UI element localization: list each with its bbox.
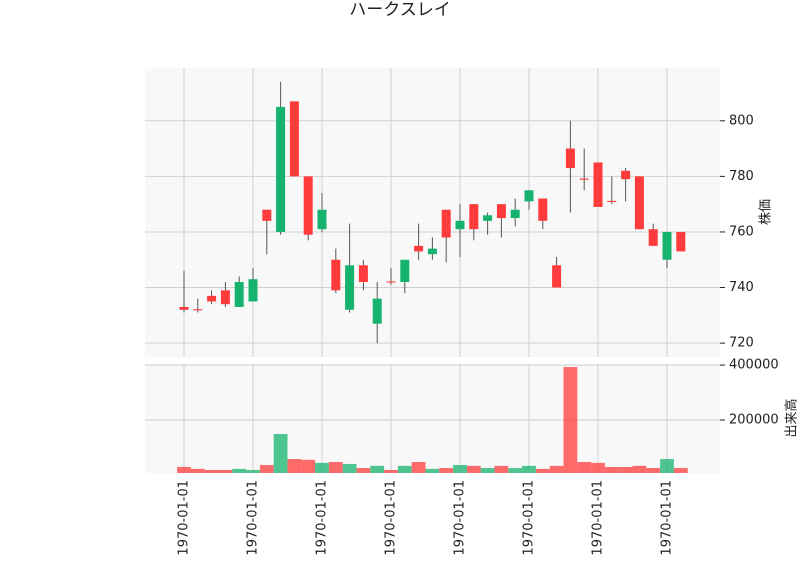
x-tick-label: 1970-01-01 [660, 480, 675, 556]
volume-bar [494, 465, 509, 473]
candle-body [607, 200, 617, 202]
volume-bar [397, 465, 412, 473]
candle-body [400, 259, 410, 282]
volume-bar [370, 465, 385, 473]
volume-bar [660, 458, 674, 473]
x-tick-label: 1970-01-01 [453, 480, 468, 556]
volume-bar [480, 468, 495, 473]
candle-body [262, 209, 272, 221]
x-tick-label: 1970-01-01 [177, 480, 192, 556]
y-axis-label: 株価 [759, 199, 774, 225]
candle-body [634, 176, 644, 230]
volume-bar [673, 468, 688, 473]
volume-bar [177, 466, 191, 473]
candle-body [289, 101, 299, 177]
y-tick-label: 760 [729, 224, 754, 239]
candle-body [193, 309, 203, 311]
volume-bar [411, 462, 426, 473]
volume-axis-label: 出来高 [784, 398, 800, 437]
candle-body [565, 148, 575, 169]
candle-body [276, 106, 286, 232]
candle-body [358, 265, 368, 282]
chart-title: ハークスレイ [349, 0, 451, 20]
candle-body [648, 229, 658, 246]
volume-bar [287, 458, 302, 473]
volume-bar [591, 462, 605, 473]
volume-bar [508, 468, 523, 473]
volume-tick-label: 400000 [729, 358, 779, 373]
volume-bar [232, 468, 247, 473]
volume-panel [145, 364, 720, 473]
candle-body [496, 204, 506, 219]
candle-body [621, 170, 631, 180]
candle-body [331, 259, 341, 291]
candle-body [303, 176, 313, 235]
candle-body [593, 162, 603, 207]
volume-bar [604, 466, 619, 473]
volume-bar [259, 465, 274, 473]
x-tick-label: 1970-01-01 [246, 480, 261, 556]
candle-body [676, 231, 686, 252]
candle-body [220, 290, 230, 305]
volume-bar [328, 462, 343, 473]
candle-body [248, 279, 258, 302]
candle-body [469, 204, 479, 230]
candle-body [207, 295, 217, 302]
volume-bar [577, 462, 592, 473]
volume-bar [646, 468, 661, 473]
candle-body [234, 281, 244, 307]
x-tick-label: 1970-01-01 [315, 480, 330, 556]
candle-body [414, 245, 424, 252]
candle-body [317, 209, 327, 230]
volume-bar [190, 468, 205, 473]
candle-body [455, 220, 465, 230]
price-panel [145, 68, 720, 357]
candle-body [179, 306, 189, 310]
volume-bar [522, 465, 536, 473]
x-tick-label: 1970-01-01 [591, 480, 606, 556]
volume-bar [218, 469, 233, 473]
candle-body [483, 215, 493, 221]
volume-bar [301, 459, 316, 473]
volume-bar [453, 465, 467, 473]
volume-bar [563, 367, 578, 473]
candle-body [427, 248, 437, 255]
volume-bar [466, 465, 481, 473]
candle-body [538, 198, 548, 221]
candle-body [345, 265, 355, 310]
y-tick-label: 720 [729, 336, 754, 351]
candle-body [662, 231, 672, 260]
candle-body [552, 265, 562, 288]
candle-body [579, 178, 589, 180]
volume-bar [342, 463, 357, 473]
volume-bar [384, 469, 398, 473]
volume-bar [246, 469, 260, 473]
candle-body [510, 209, 520, 219]
volume-bar [535, 468, 550, 473]
y-tick-label: 780 [729, 169, 754, 184]
candle-body [441, 209, 451, 238]
candle-body [372, 298, 382, 324]
volume-bar [273, 434, 288, 473]
x-tick-label: 1970-01-01 [522, 480, 537, 556]
volume-bar [632, 465, 647, 473]
candle-body [386, 281, 396, 283]
volume-bar [549, 465, 564, 473]
volume-tick-label: 200000 [729, 413, 779, 428]
volume-bar [618, 466, 633, 473]
y-tick-label: 740 [729, 280, 754, 295]
volume-bar [356, 468, 371, 473]
y-tick-label: 800 [729, 113, 754, 128]
candle-body [524, 190, 534, 202]
volume-bar [315, 462, 329, 473]
volume-bar [204, 469, 219, 473]
x-tick-label: 1970-01-01 [384, 480, 399, 556]
volume-bar [425, 468, 440, 473]
volume-bar [439, 468, 454, 473]
